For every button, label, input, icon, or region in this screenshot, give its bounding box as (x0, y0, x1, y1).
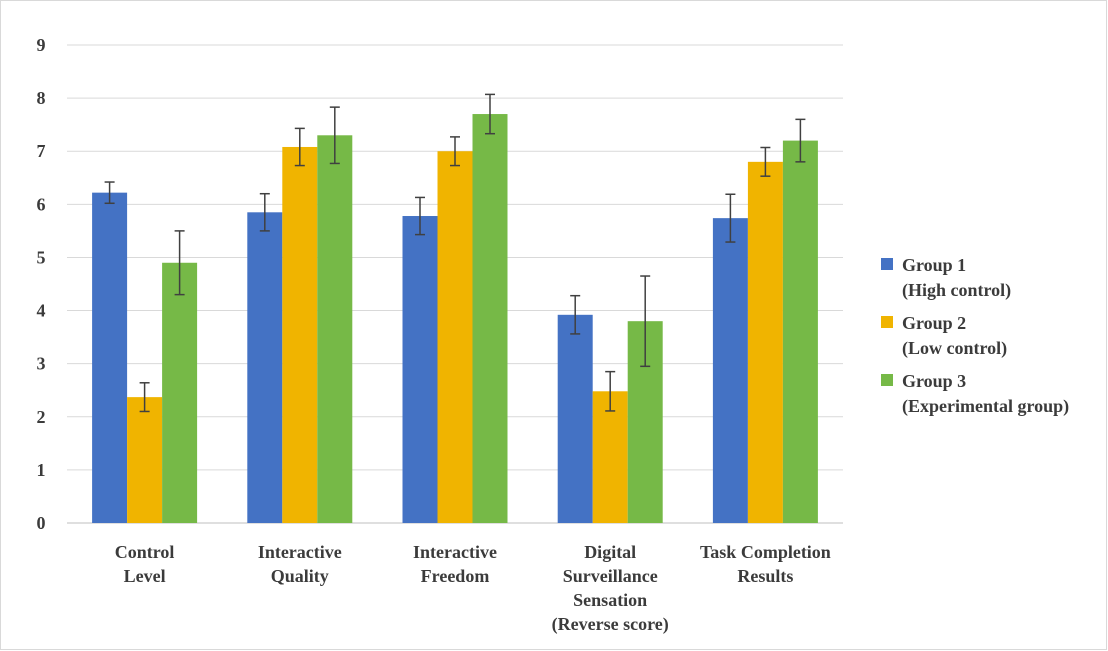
y-tick-label-3: 3 (37, 354, 46, 374)
bar-series1-cat1 (92, 192, 128, 523)
legend-swatch-series2 (881, 316, 893, 328)
bar-series1-cat4 (557, 314, 593, 523)
legend-label-series2: (Low control) (902, 338, 1007, 359)
bar-series2-cat2 (282, 146, 318, 523)
y-tick-label-2: 2 (37, 407, 46, 427)
bar-series1-cat3 (402, 216, 438, 524)
legend-swatch-series3 (881, 374, 893, 386)
x-category-label: Interactive (413, 542, 497, 562)
bar-series3-cat2 (317, 135, 353, 524)
bar-series3-cat3 (472, 114, 508, 524)
x-category-label: Digital (584, 542, 636, 562)
bar-series2-cat3 (437, 151, 473, 523)
bar-series3-cat1 (162, 262, 198, 523)
y-tick-label-9: 9 (37, 35, 46, 55)
y-tick-label-4: 4 (37, 301, 46, 321)
legend-label-series3: (Experimental group) (902, 396, 1069, 417)
y-tick-label-7: 7 (37, 141, 46, 161)
legend-label-series2: Group 2 (902, 313, 966, 333)
legend-swatch-series1 (881, 258, 893, 270)
x-category-label: Freedom (421, 566, 490, 586)
y-tick-label-8: 8 (37, 88, 46, 108)
bar-series2-cat5 (747, 161, 783, 523)
x-category-label: Control (115, 542, 175, 562)
y-tick-label-0: 0 (37, 513, 46, 533)
x-category-label: Surveillance (563, 566, 658, 586)
bar-series2-cat4 (592, 391, 628, 523)
bar-series3-cat5 (782, 140, 818, 523)
x-category-label: Results (737, 566, 793, 586)
bar-series2-cat1 (127, 397, 163, 523)
y-tick-label-6: 6 (37, 194, 46, 214)
legend-label-series1: (High control) (902, 280, 1011, 301)
x-category-label: (Reverse score) (552, 614, 669, 635)
bar-series1-cat5 (712, 218, 748, 524)
x-category-label: Task Completion (700, 542, 831, 562)
legend-label-series3: Group 3 (902, 371, 966, 391)
y-tick-label-5: 5 (37, 247, 46, 267)
x-category-label: Sensation (573, 590, 647, 610)
y-tick-label-1: 1 (37, 460, 46, 480)
legend-label-series1: Group 1 (902, 255, 966, 275)
x-category-label: Interactive (258, 542, 342, 562)
bar-series1-cat2 (247, 212, 283, 524)
x-category-label: Level (124, 566, 166, 586)
x-category-label: Quality (271, 566, 329, 586)
